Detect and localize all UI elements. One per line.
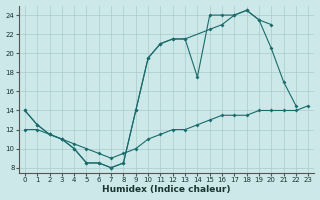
X-axis label: Humidex (Indice chaleur): Humidex (Indice chaleur): [102, 185, 231, 194]
